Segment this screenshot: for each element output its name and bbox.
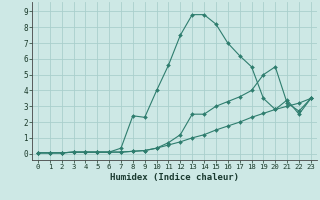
- X-axis label: Humidex (Indice chaleur): Humidex (Indice chaleur): [110, 173, 239, 182]
